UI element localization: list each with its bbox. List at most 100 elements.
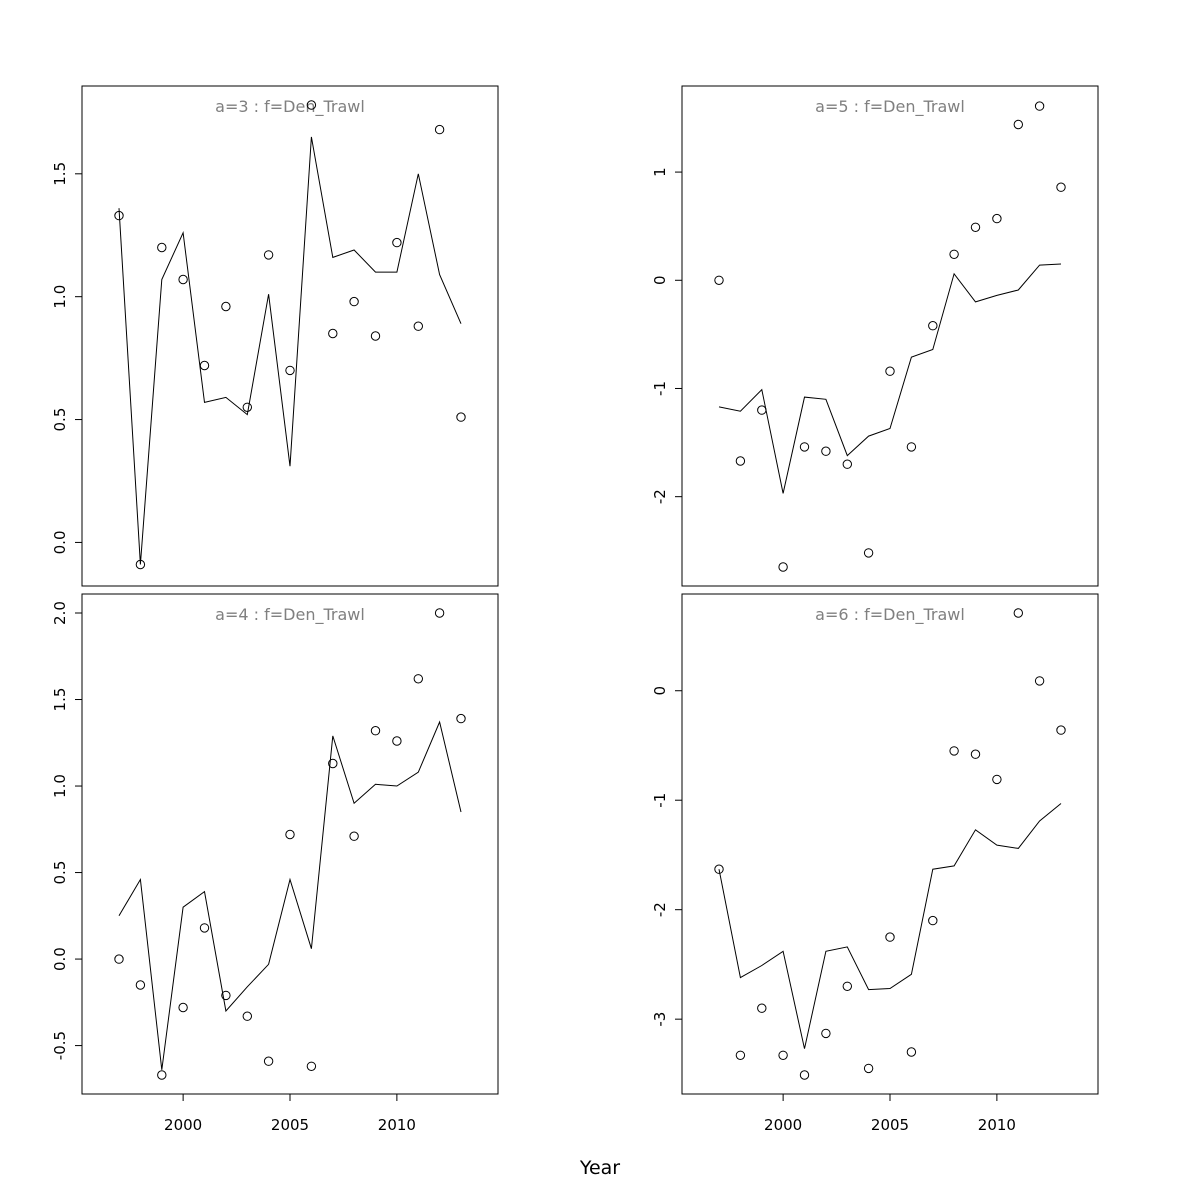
panel-4: a=6 : f=Den_Trawl -3 -2 -1 0 2000 2005 2010 <box>651 593 1099 1134</box>
observed-point <box>135 980 146 990</box>
observed-point <box>349 831 359 841</box>
observed-point <box>221 301 231 312</box>
y-tick-label: 1 <box>651 167 669 177</box>
observed-point <box>306 100 317 110</box>
y-tick-label: 0.5 <box>51 408 69 432</box>
observed-point <box>928 321 938 331</box>
observed-point <box>970 222 981 233</box>
observed-point <box>157 1070 167 1080</box>
observed-point <box>1056 182 1066 192</box>
observed-point <box>157 242 167 253</box>
observed-point <box>928 915 938 926</box>
observed-point <box>135 559 146 570</box>
x-axis-label: Year <box>579 1157 620 1179</box>
observed-point <box>306 1061 317 1072</box>
observed-point <box>949 746 959 756</box>
observed-point <box>799 442 810 452</box>
observed-point <box>778 562 788 572</box>
panel-1: a=3 : f=Den_Trawl 0.0 0.5 1.0 1.5 <box>51 85 499 587</box>
fitted-series-line <box>118 136 462 565</box>
y-tick-label: -3 <box>651 1012 669 1027</box>
panels: a=3 : f=Den_Trawl 0.0 0.5 1.0 1.5 a=5 : f=Den… <box>51 85 1099 1134</box>
observed-point <box>349 296 359 307</box>
observed-point <box>1056 725 1066 735</box>
y-tick-label: 0.5 <box>51 861 69 885</box>
y-tick-label: 0 <box>651 276 669 286</box>
observed-point <box>456 412 466 422</box>
x-tick-label: 2000 <box>164 1116 202 1134</box>
y-tick-label: 0.0 <box>51 530 69 554</box>
observed-point <box>199 923 210 933</box>
fitted-series-line <box>118 720 462 1070</box>
observed-point <box>821 446 831 456</box>
y-tick-label: 1.5 <box>51 162 69 186</box>
panel-2: a=5 : f=Den_Trawl -2 -1 0 1 <box>651 85 1099 587</box>
observed-point <box>456 713 466 724</box>
plot-frame <box>81 593 499 1095</box>
panel-3: a=4 : f=Den_Trawl -0.5 0.0 0.5 1.0 1.5 2.0 2000… <box>51 593 499 1134</box>
y-tick-label: 1.5 <box>51 688 69 712</box>
observed-point <box>735 1050 746 1061</box>
panel-title: a=5 : f=Den_Trawl <box>815 97 965 117</box>
observed-point <box>263 250 274 260</box>
observed-point <box>1034 101 1045 111</box>
fitted-series-line <box>718 803 1062 1049</box>
observed-point <box>413 674 423 684</box>
y-tick-label: -0.5 <box>51 1031 69 1060</box>
observed-point <box>328 758 338 769</box>
observed-point <box>757 1003 767 1013</box>
observed-point <box>392 237 402 248</box>
observed-point <box>434 124 445 135</box>
observed-point <box>842 459 852 469</box>
y-tick-label: 0.0 <box>51 947 69 971</box>
observed-point <box>178 274 188 285</box>
observed-point <box>114 210 124 221</box>
observed-point <box>992 774 1002 785</box>
observed-point <box>906 442 917 452</box>
observed-point <box>370 726 381 736</box>
observed-point <box>992 213 1002 224</box>
observed-point <box>392 736 402 746</box>
observed-point <box>1013 119 1023 130</box>
observed-point <box>970 749 981 759</box>
x-tick-label: 2010 <box>378 1116 416 1134</box>
y-tick-label: -2 <box>651 902 669 917</box>
observed-point <box>199 360 210 371</box>
panel-title: a=3 : f=Den_Trawl <box>215 97 365 117</box>
y-tick-label: 2.0 <box>51 601 69 625</box>
y-tick-label: -1 <box>651 793 669 808</box>
observed-point <box>370 331 381 341</box>
fitted-series-line <box>718 263 1062 494</box>
observed-point <box>285 829 295 840</box>
observed-point <box>1034 676 1045 686</box>
observed-point <box>714 275 724 285</box>
observed-point <box>242 402 253 412</box>
observed-point <box>263 1056 274 1066</box>
observed-point <box>821 1028 831 1039</box>
observed-point <box>285 365 295 376</box>
y-tick-label: 1.0 <box>51 774 69 798</box>
observed-point <box>885 932 895 942</box>
observed-point <box>949 249 959 260</box>
observed-point <box>328 328 338 339</box>
observed-point <box>863 548 874 558</box>
x-tick-label: 2010 <box>978 1116 1016 1134</box>
panel-title: a=4 : f=Den_Trawl <box>215 605 365 625</box>
observed-point <box>735 456 746 466</box>
observed-point <box>413 321 423 331</box>
observed-point <box>114 954 124 964</box>
observed-point <box>1013 608 1023 618</box>
observed-point <box>885 366 895 376</box>
observed-point <box>757 405 767 415</box>
observed-point <box>178 1002 188 1013</box>
panel-title: a=6 : f=Den_Trawl <box>815 605 965 625</box>
plot-frame <box>681 593 1099 1095</box>
plot-frame <box>81 85 499 587</box>
observed-point <box>906 1047 917 1057</box>
x-tick-label: 2005 <box>271 1116 309 1134</box>
x-tick-label: 2005 <box>871 1116 909 1134</box>
observed-point <box>714 864 724 874</box>
observed-point <box>842 981 852 991</box>
y-tick-label: -1 <box>651 381 669 396</box>
